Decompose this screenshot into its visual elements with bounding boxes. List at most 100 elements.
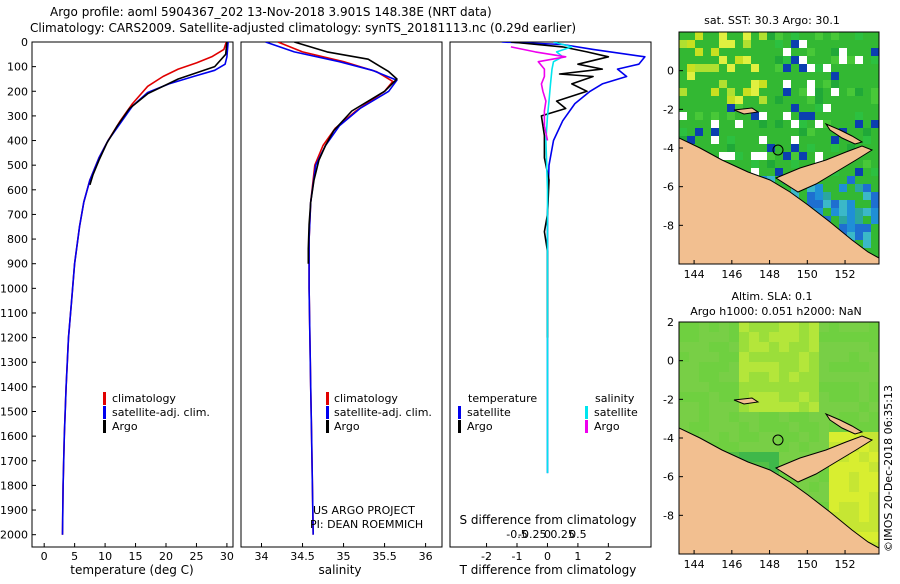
sst-cell — [703, 64, 711, 72]
land-new-britain — [774, 435, 874, 483]
salinity-panel: 34 34.5 35 35.5 36 salinity climatology sate… — [240, 41, 443, 577]
sla-cell — [719, 442, 729, 452]
lat-tick-label: -2 — [663, 393, 674, 406]
sla-cell — [719, 402, 729, 412]
sla-cell — [829, 332, 839, 342]
sla-cell — [839, 332, 849, 342]
sla-cell — [779, 432, 789, 442]
sla-cell — [689, 352, 699, 362]
sla-cell — [859, 482, 869, 492]
sla-cell — [859, 532, 869, 542]
sla-cell — [849, 432, 859, 442]
x-tick-label: 1 — [574, 550, 581, 563]
sst-cell — [839, 208, 847, 216]
sla-cell — [869, 512, 879, 522]
sla-cell — [809, 332, 819, 342]
sla-cell — [729, 322, 739, 332]
x-tick-label: 25 — [189, 550, 203, 563]
s-tick-label: -0.25 — [518, 528, 546, 541]
sst-cell — [799, 64, 807, 72]
sla-cell — [819, 412, 829, 422]
sla-cell — [769, 362, 779, 372]
sst-cell — [855, 224, 863, 232]
sst-cell — [831, 136, 839, 144]
sst-cell — [687, 72, 695, 80]
sla-cell — [709, 342, 719, 352]
sst-cell — [871, 96, 879, 104]
sst-cell — [847, 232, 855, 240]
sla-cell — [769, 372, 779, 382]
sla-cell — [869, 392, 879, 402]
sst-cell — [751, 112, 759, 120]
sla-cell — [709, 412, 719, 422]
sla-cell — [849, 492, 859, 502]
sla-cell — [739, 342, 749, 352]
sla-cell — [689, 412, 699, 422]
sst-cell — [727, 104, 735, 112]
sst-cell — [855, 112, 863, 120]
sst-cell — [855, 120, 863, 128]
depth-tick-label: 1400 — [0, 381, 28, 394]
sst-cell — [711, 112, 719, 120]
sla-cell — [749, 452, 759, 462]
sla-cell — [759, 462, 769, 472]
legend-swatch-climatology — [326, 392, 329, 405]
sla-cell — [759, 442, 769, 452]
x-tick-label: 35 — [337, 550, 351, 563]
sst-cell — [791, 152, 799, 160]
salinity-lines — [265, 42, 398, 535]
sla-cell — [829, 322, 839, 332]
sla-cell — [869, 332, 879, 342]
sst-cell — [839, 56, 847, 64]
sla-cell — [699, 432, 709, 442]
sst-cell — [791, 32, 799, 40]
sla-cell — [779, 362, 789, 372]
sla-cell — [859, 442, 869, 452]
sla-cell — [869, 532, 879, 542]
depth-tick-label: 1900 — [0, 504, 28, 517]
sla-cell — [679, 342, 689, 352]
sla-cell — [749, 422, 759, 432]
sst-cell — [823, 64, 831, 72]
sst-cell — [759, 80, 767, 88]
sla-cell — [799, 442, 809, 452]
x-tick-label: -1 — [512, 550, 523, 563]
sla-cell — [869, 422, 879, 432]
sst-cell — [815, 208, 823, 216]
s-difference-label: S difference from climatology — [460, 513, 637, 527]
sst-cell — [815, 88, 823, 96]
lat-tick-label: -2 — [663, 103, 674, 116]
sst-map-field — [679, 32, 879, 264]
sst-cell — [799, 56, 807, 64]
sla-cell — [839, 492, 849, 502]
sst-cell — [751, 152, 759, 160]
legend-label-satellite: satellite-adj. clim. — [112, 406, 210, 419]
sla-map-field — [679, 322, 879, 554]
sla-cell — [769, 392, 779, 402]
sst-cell — [687, 40, 695, 48]
sst-cell — [791, 104, 799, 112]
sla-cell — [729, 432, 739, 442]
sst-cell — [815, 104, 823, 112]
salinity-axes — [240, 41, 443, 548]
sla-cell — [679, 412, 689, 422]
sla-cell — [739, 362, 749, 372]
sla-cell — [869, 322, 879, 332]
sla-cell — [709, 432, 719, 442]
sla-cell — [809, 492, 819, 502]
sla-cell — [779, 352, 789, 362]
lon-tick-label: 144 — [684, 558, 705, 571]
sla-cell — [859, 362, 869, 372]
legend-swatch-argo — [326, 420, 329, 433]
sla-cell — [809, 432, 819, 442]
depth-tick-label: 1800 — [0, 479, 28, 492]
sla-cell — [739, 322, 749, 332]
title-line2: Climatology: CARS2009. Satellite-adjuste… — [30, 21, 576, 35]
sst-cell — [695, 32, 703, 40]
sla-cell — [839, 372, 849, 382]
sla-cell — [849, 322, 859, 332]
sla-cell — [869, 432, 879, 442]
sla-cell — [699, 402, 709, 412]
legend-label-s-argo: Argo — [594, 420, 620, 433]
lat-tick-label: -6 — [663, 471, 674, 484]
